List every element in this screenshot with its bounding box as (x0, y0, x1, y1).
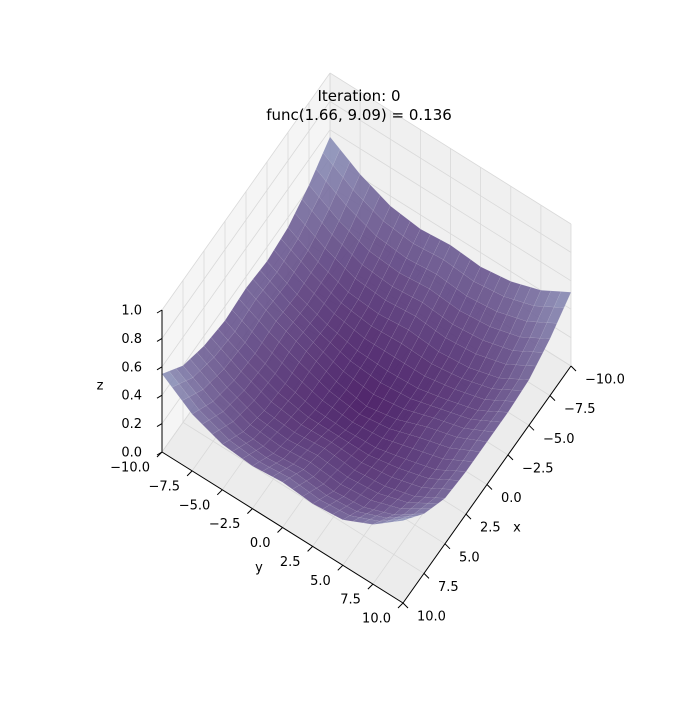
gridline (329, 129, 572, 282)
y-tick (247, 508, 253, 514)
z-tick-label: 0.0 (121, 446, 142, 461)
x-axis-label: x (513, 521, 521, 536)
x-tick-label: 5.0 (459, 550, 480, 565)
x-tick (507, 454, 514, 461)
x-tick-label: −10.0 (585, 373, 625, 388)
z-tick (156, 394, 163, 399)
x-tick (549, 395, 556, 401)
x-tick (465, 513, 472, 520)
z-tick (156, 423, 163, 428)
y-tick (367, 583, 374, 590)
x-tick-label: −2.5 (522, 461, 554, 476)
gridline (161, 157, 331, 396)
x-tick-label: 7.5 (438, 580, 459, 595)
y-tick-label: 5.0 (310, 574, 331, 589)
y-tick-label: 7.5 (340, 593, 361, 608)
y-tick-label: −2.5 (209, 517, 241, 532)
y-tick (337, 564, 344, 571)
gridline (161, 101, 331, 339)
x-tick-label: 10.0 (417, 610, 446, 625)
z-tick-label: 0.4 (121, 389, 142, 404)
gridline (161, 72, 331, 311)
y-tick (277, 527, 283, 533)
surface-facet (392, 518, 411, 523)
y-tick-label: 0.0 (250, 536, 271, 551)
z-tick (156, 366, 163, 371)
z-tick (156, 451, 163, 456)
y-tick (307, 546, 313, 552)
z-tick (156, 309, 163, 314)
z-tick (156, 337, 163, 342)
x-tick-label: 2.5 (480, 521, 501, 536)
y-tick-label: 10.0 (362, 612, 391, 627)
z-tick-label: 0.6 (121, 360, 142, 375)
gridline (329, 157, 572, 310)
gridline (161, 129, 331, 368)
gridline (329, 101, 572, 253)
chart-title-line-2: func(1.66, 9.09) = 0.136 (266, 106, 452, 124)
z-axis-label: z (97, 379, 104, 394)
gridline (329, 72, 572, 225)
chart-title-line-1: Iteration: 0 (317, 87, 401, 105)
gridline (182, 422, 425, 574)
z-tick-label: 1.0 (121, 304, 142, 319)
y-tick (186, 470, 193, 477)
y-axis-label: y (255, 561, 263, 576)
y-tick (397, 602, 404, 609)
y-tick (216, 489, 223, 496)
x-tick (444, 543, 451, 550)
x-tick (402, 602, 409, 609)
z-tick-label: 0.2 (121, 417, 142, 432)
x-tick (486, 484, 493, 490)
x-tick (570, 365, 577, 372)
x-tick-label: 0.0 (501, 491, 522, 506)
x-tick (528, 424, 535, 431)
y-tick-label: 2.5 (280, 555, 301, 570)
x-tick-label: −7.5 (564, 402, 596, 417)
z-tick-label: 0.8 (121, 332, 142, 347)
x-tick-label: −5.0 (543, 432, 575, 447)
y-tick-label: −5.0 (179, 498, 211, 513)
y-tick-label: −7.5 (149, 479, 181, 494)
x-tick (423, 573, 430, 579)
y-tick-label: −10.0 (110, 461, 150, 476)
